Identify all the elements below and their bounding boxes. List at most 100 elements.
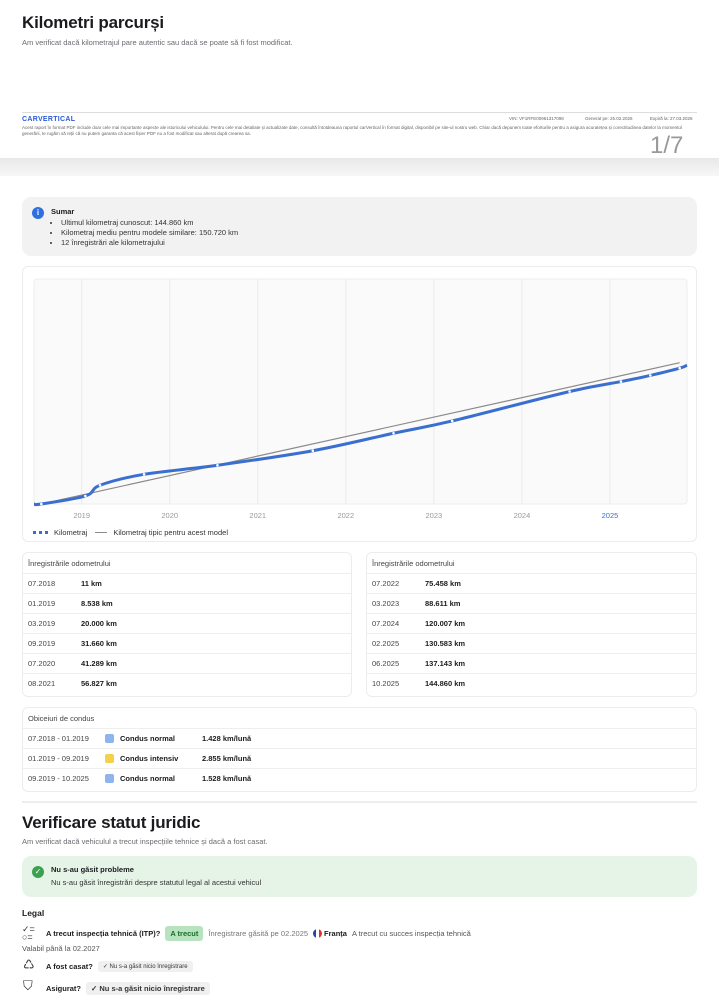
itp-description: A trecut cu succes inspecția tehnică bbox=[351, 929, 471, 938]
itp-valid: Valabil până la 02.2027 bbox=[22, 944, 100, 953]
habit-period: 09.2019 - 10.2025 bbox=[28, 774, 89, 783]
record-date: 07.2020 bbox=[28, 659, 56, 668]
habit-color-swatch bbox=[105, 774, 114, 783]
record-date: 02.2025 bbox=[372, 639, 400, 648]
summary-title: Sumar bbox=[51, 207, 75, 216]
record-date: 01.2019 bbox=[28, 599, 56, 608]
habit-period: 01.2019 - 09.2019 bbox=[28, 754, 89, 763]
record-km: 31.660 km bbox=[81, 639, 117, 648]
legal-subtitle: Am verificat dacă vehiculul a trecut ins… bbox=[22, 837, 268, 846]
legend-typical: Kilometraj tipic pentru acest model bbox=[113, 528, 228, 537]
mileage-point[interactable] bbox=[392, 431, 395, 435]
table-row: 07.2018 11 km bbox=[23, 573, 351, 593]
legend-kilometraj-swatch bbox=[33, 531, 48, 534]
habit-period: 07.2018 - 01.2019 bbox=[28, 734, 89, 743]
insured-answer-text: Nu s-a găsit nicio înregistrare bbox=[99, 984, 205, 993]
table-row: 01.2019 8.538 km bbox=[23, 593, 351, 613]
scrap-answer-text: Nu s-a găsit nicio înregistrare bbox=[109, 964, 188, 970]
record-date: 07.2022 bbox=[372, 579, 400, 588]
scrap-question: A fost casat? bbox=[46, 962, 93, 971]
habit-type: Condus intensiv bbox=[120, 754, 179, 763]
record-km: 8.538 km bbox=[81, 599, 113, 608]
check-circle-icon: ✓ bbox=[32, 866, 44, 878]
table-header: Înregistrările odometrului bbox=[372, 558, 455, 568]
legal-title: Verificare statut juridic bbox=[22, 813, 201, 832]
record-km: 11 km bbox=[81, 579, 102, 588]
mileage-point[interactable] bbox=[619, 380, 623, 383]
mileage-chart: 2019 2020 2021 2022 2023 2024 2025 bbox=[33, 278, 688, 520]
record-km: 144.860 km bbox=[425, 679, 466, 688]
carvertical-logo: CARVERTICAL bbox=[22, 116, 76, 123]
itp-question: A trecut inspecția tehnică (ITP)? bbox=[46, 929, 161, 938]
odometer-records-right: Înregistrările odometrului 07.2022 75.458… bbox=[366, 552, 697, 697]
mileage-point[interactable] bbox=[142, 473, 146, 476]
record-km: 120.007 km bbox=[425, 619, 466, 628]
record-date: 09.2019 bbox=[28, 639, 56, 648]
habit-type: Condus normal bbox=[120, 774, 176, 783]
x-tick-label: 2025 bbox=[602, 511, 619, 520]
record-date: 08.2021 bbox=[28, 679, 56, 688]
summary-item: 12 înregistrări ale kilometrajului bbox=[61, 238, 238, 248]
table-row: 08.2021 56.827 km bbox=[23, 673, 351, 693]
table-row: 03.2019 20.000 km bbox=[23, 613, 351, 633]
itp-country: Franța bbox=[324, 929, 347, 938]
mileage-point[interactable] bbox=[40, 502, 43, 506]
page-subtitle: Am verificat dacă kilometrajul pare aute… bbox=[22, 38, 293, 47]
mileage-point[interactable] bbox=[98, 483, 102, 487]
legend-typical-swatch bbox=[95, 532, 108, 533]
insured-answer: ✓ Nu s-a găsit nicio înregistrare bbox=[86, 982, 210, 995]
odometer-records-left: Înregistrările odometrului 07.2018 11 km 0… bbox=[22, 552, 352, 697]
insured-row: Asigurat? ✓ Nu s-a găsit nicio înregistr… bbox=[46, 982, 210, 995]
disclaimer: Acest raport în format PDF include doar … bbox=[22, 125, 682, 136]
table-header: Înregistrările odometrului bbox=[28, 558, 111, 568]
x-tick-label: 2021 bbox=[249, 511, 266, 520]
itp-found: Înregistrare găsită pe 02.2025 bbox=[208, 929, 309, 938]
x-tick-label: 2024 bbox=[514, 511, 531, 520]
france-flag-icon bbox=[313, 929, 323, 938]
summary-box: i Sumar Ultimul kilometraj cunoscut: 144… bbox=[22, 197, 697, 256]
table-row: 09.2019 31.660 km bbox=[23, 633, 351, 653]
mileage-point[interactable] bbox=[216, 463, 219, 467]
table-row: 07.2022 75.458 km bbox=[367, 573, 696, 593]
habits-header: Obiceiuri de condus bbox=[28, 713, 95, 723]
legal-section-title: Legal bbox=[22, 908, 45, 918]
habit-row: 09.2019 - 10.2025 Condus normal 1.528 km/l… bbox=[23, 768, 696, 788]
page-break bbox=[0, 158, 719, 176]
record-km: 88.611 km bbox=[425, 599, 461, 608]
status-title: Nu s-au găsit probleme bbox=[51, 865, 134, 874]
record-km: 75.458 km bbox=[425, 579, 461, 588]
recycle-icon: ♺ bbox=[23, 957, 35, 972]
record-date: 07.2024 bbox=[372, 619, 400, 628]
habit-rate: 2.855 km/lună bbox=[202, 754, 252, 763]
mileage-point[interactable] bbox=[84, 494, 87, 498]
x-tick-label: 2019 bbox=[73, 511, 90, 520]
mileage-point[interactable] bbox=[678, 366, 681, 370]
record-km: 20.000 km bbox=[81, 619, 117, 628]
summary-item: Ultimul kilometraj cunoscut: 144.860 km bbox=[61, 218, 238, 228]
mileage-point[interactable] bbox=[311, 449, 315, 453]
checklist-icon: ✓= ○= bbox=[22, 924, 35, 942]
summary-item: Kilometraj mediu pentru modele similare:… bbox=[61, 228, 238, 238]
divider bbox=[22, 801, 697, 803]
mileage-chart-card: 2019 2020 2021 2022 2023 2024 2025 Kilometraj … bbox=[22, 266, 697, 542]
mileage-point[interactable] bbox=[450, 419, 454, 423]
record-date: 07.2018 bbox=[28, 579, 56, 588]
legend-kilometraj: Kilometraj bbox=[54, 528, 88, 537]
table-row: 02.2025 130.583 km bbox=[367, 633, 696, 653]
habit-color-swatch bbox=[105, 754, 114, 763]
mileage-point[interactable] bbox=[649, 374, 652, 377]
record-km: 130.583 km bbox=[425, 639, 466, 648]
record-date: 03.2023 bbox=[372, 599, 400, 608]
record-date: 03.2019 bbox=[28, 619, 56, 628]
generated-date: Generat pe: 25.02.2026 bbox=[585, 116, 633, 121]
mileage-point[interactable] bbox=[568, 390, 571, 393]
mileage-line bbox=[33, 363, 688, 507]
legal-status-box: ✓ Nu s-au găsit probleme Nu s-au găsit î… bbox=[22, 856, 697, 897]
page-title: Kilometri parcurși bbox=[22, 13, 164, 32]
table-row: 03.2023 88.611 km bbox=[367, 593, 696, 613]
x-tick-label: 2020 bbox=[161, 511, 178, 520]
table-row: 06.2025 137.143 km bbox=[367, 653, 696, 673]
habit-color-swatch bbox=[105, 734, 114, 743]
habit-rate: 1.428 km/lună bbox=[202, 734, 252, 743]
x-tick-label: 2022 bbox=[337, 511, 354, 520]
